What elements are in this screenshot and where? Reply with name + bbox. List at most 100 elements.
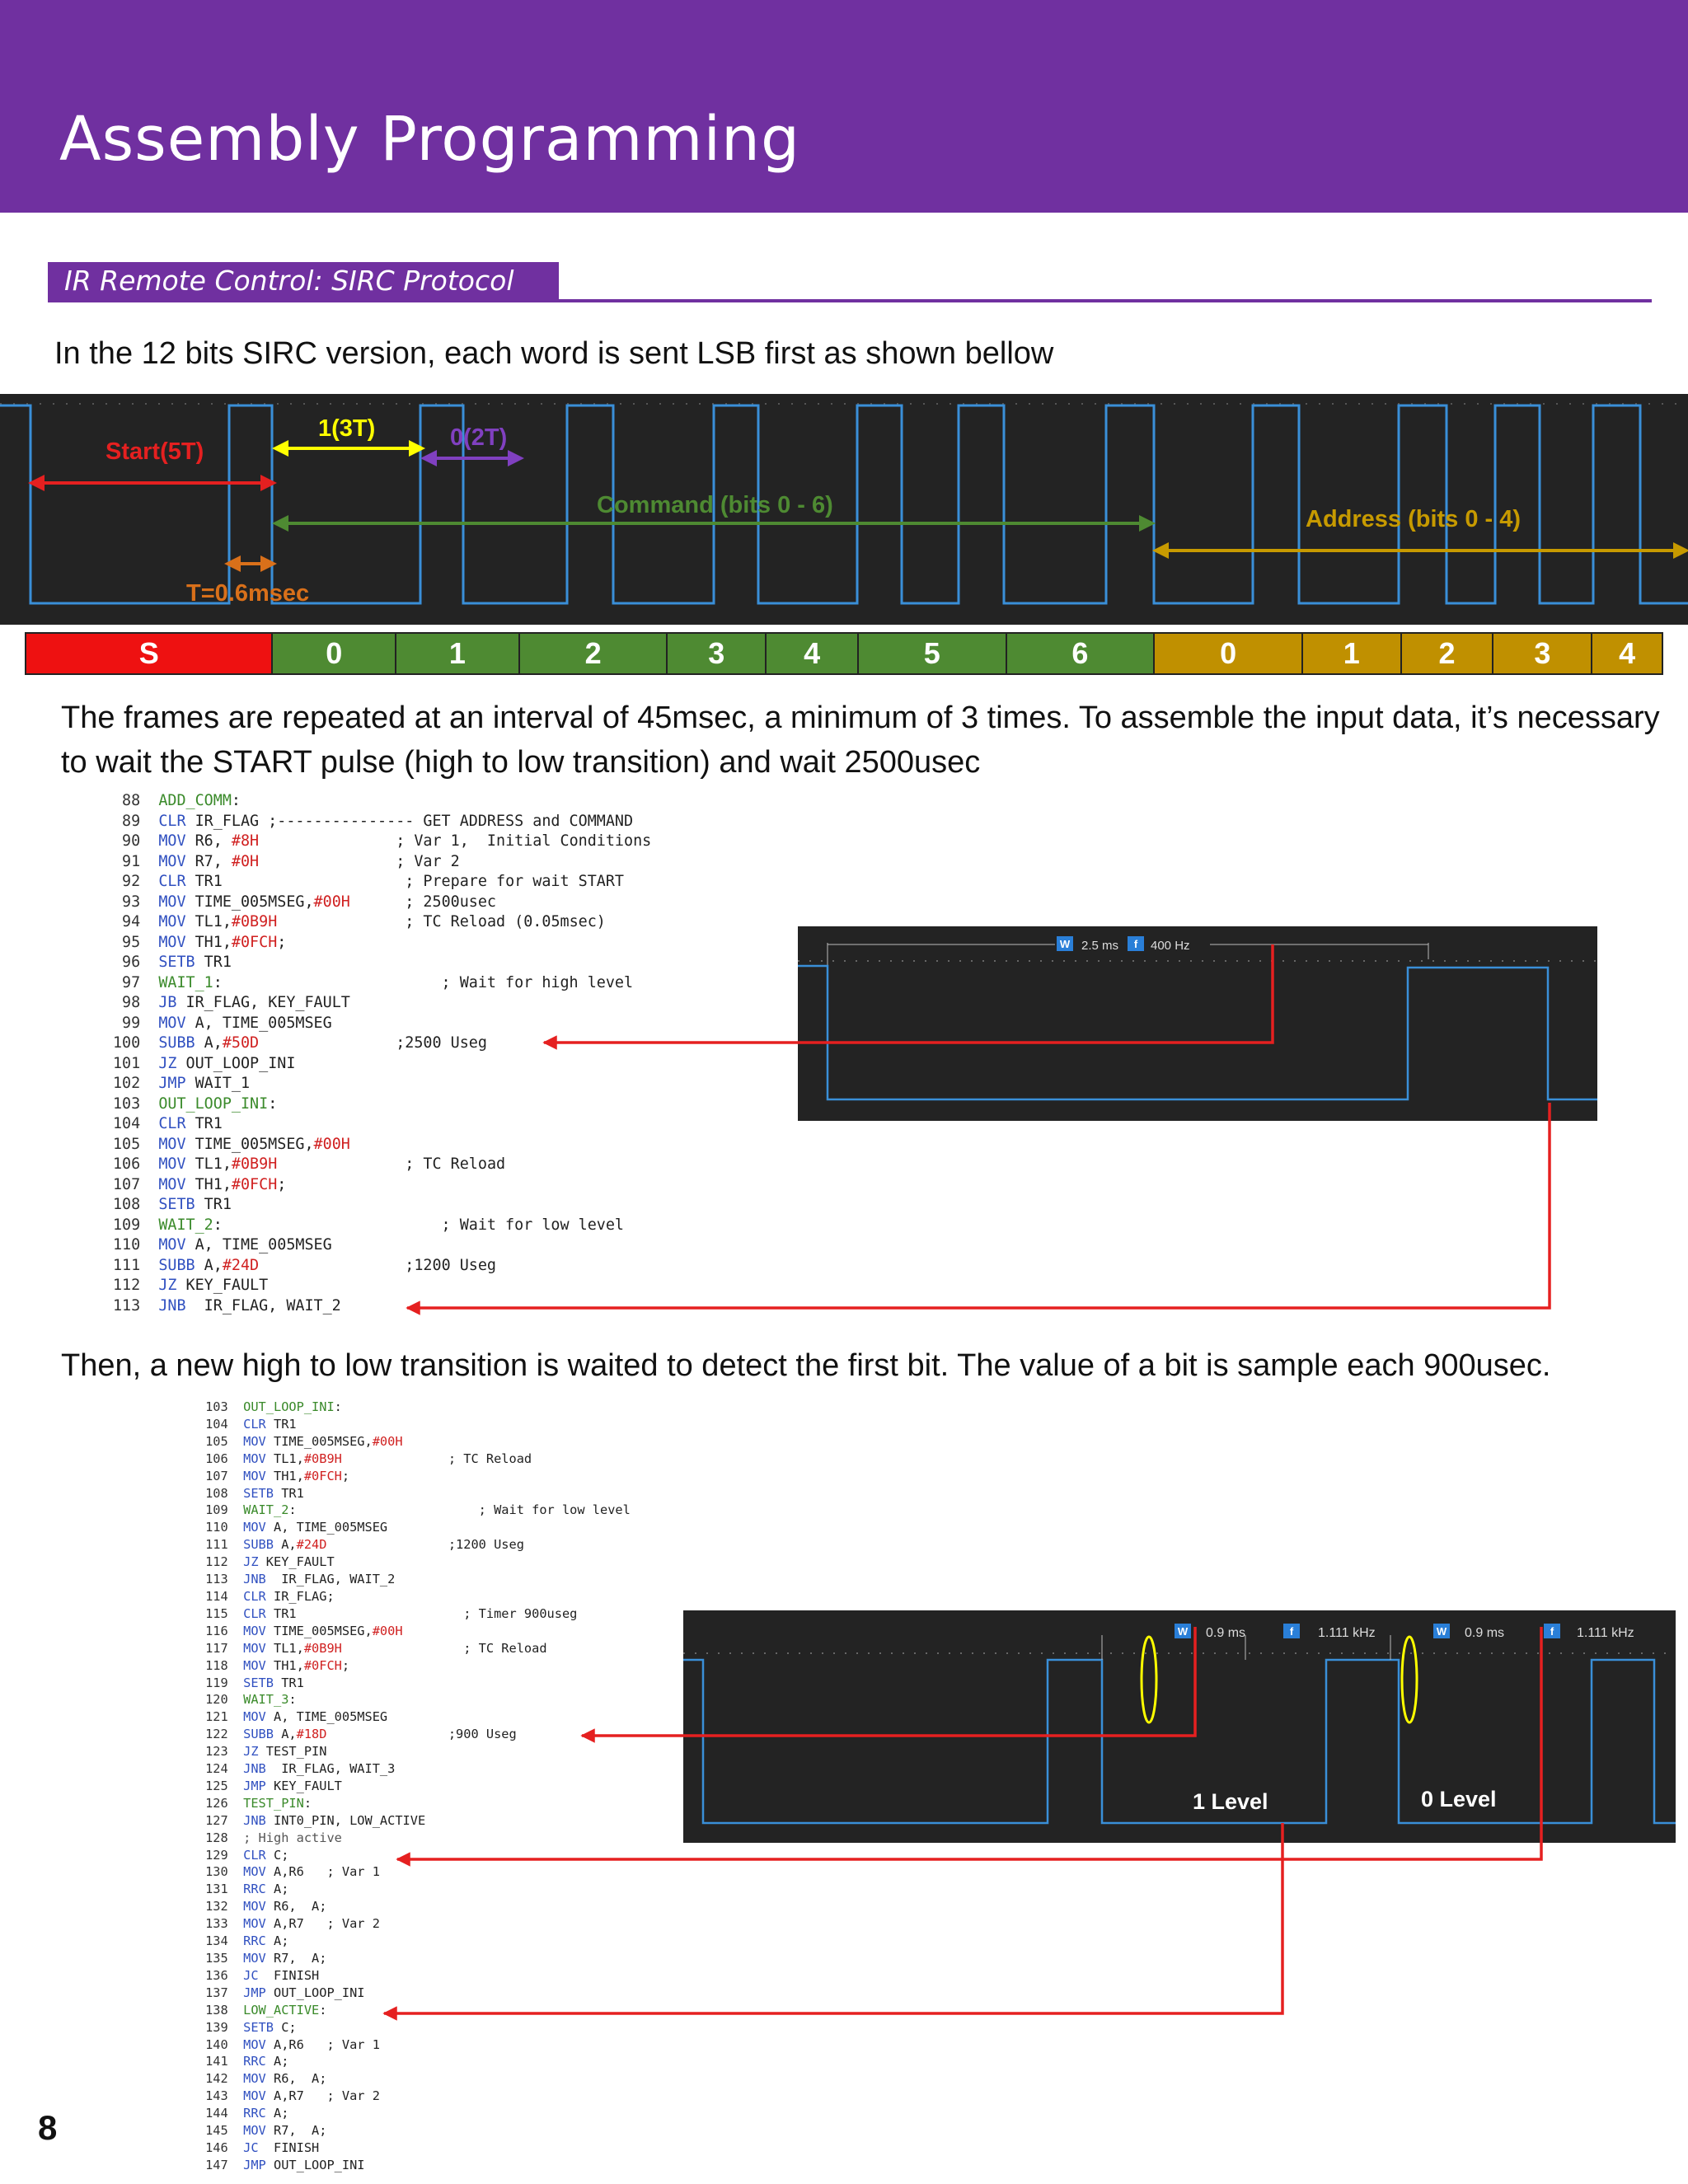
line-number: 116 [205,1623,228,1638]
code-line: 136 JC FINISH [198,1967,631,1985]
code-token: TR1 [185,1115,223,1132]
code-line: 117 MOV TL1,#0B9H ; TC Reload [198,1640,631,1657]
code-token: #24D [296,1537,327,1553]
code-line: 123 JZ TEST_PIN [198,1743,631,1760]
code-token: KEY_FAULT [258,1554,335,1570]
code-line: 144 RRC A; [198,2105,631,2122]
code-token: INT0_PIN, LOW_ACTIVE [265,1812,426,1828]
frequency-value: 400 Hz [1151,939,1190,953]
code-token: SUBB [158,1256,195,1274]
line-number: 93 [122,893,141,911]
code-token: A,R6 ; Var 1 [265,1864,380,1880]
code-token: FINISH [258,1967,320,1983]
code-token: CLR [243,1416,266,1432]
code-token: : [268,1094,278,1113]
code-line: 112 JZ KEY_FAULT [198,1554,631,1571]
code-token: KEY_FAULT [265,1778,342,1793]
code-line: 111 SUBB A,#24D ;1200 Useg [104,1256,651,1277]
line-number: 136 [205,1967,228,1983]
code-token: A; [265,1933,289,1949]
line-number: 104 [112,1115,141,1132]
line-number: 107 [112,1175,141,1193]
line-number: 97 [122,973,141,991]
code-line: 131 RRC A; [198,1881,631,1898]
code-token: TIME_005MSEG, [185,893,314,911]
code-line: 104 CLR TR1 [104,1114,651,1135]
code-line: 95 MOV TH1,#0FCH; [104,933,651,954]
line-number: 123 [205,1744,228,1760]
code-line: 114 CLR IR_FLAG; [198,1588,631,1605]
code-token: JNB [243,1572,266,1587]
line-number: 117 [205,1640,228,1656]
code-token: TIME_005MSEG, [265,1433,373,1449]
code-line: 106 MOV TL1,#0B9H ; TC Reload [198,1451,631,1468]
code-token: CLR [243,1847,266,1863]
code-line: 122 SUBB A,#18D ;900 Useg [198,1726,631,1743]
code-line: 147 JMP OUT_LOOP_INI [198,2157,631,2174]
code-token: ; [341,1468,350,1483]
code-token: SUBB [243,1727,274,1742]
line-number: 139 [205,2019,228,2035]
code-token: TH1, [185,1175,232,1193]
code-token: ; TC Reload [277,1155,506,1173]
code-token: ; 2500usec [349,893,496,911]
section-title: IR Remote Control: SIRC Protocol [48,262,559,300]
bit-cell: 0 [273,634,397,673]
code-token: IR_FLAG; [265,1588,335,1604]
code-listing-bit-sampling: 103 OUT_LOOP_INI: 104 CLR TR1 105 MOV TIME… [198,1399,631,2174]
code-token: A, [195,1256,223,1274]
bit-cell: 1 [396,634,520,673]
code-token: CLR [158,873,186,890]
code-token: RRC [243,2106,266,2121]
code-token: #0B9H [303,1451,342,1466]
code-line: 133 MOV A,R7 ; Var 2 [198,1915,631,1933]
line-number: 119 [205,1675,228,1690]
line-number: 108 [112,1196,141,1213]
code-line: 124 JNB IR_FLAG, WAIT_3 [198,1760,631,1778]
code-token: : [231,792,241,809]
code-line: 132 MOV R6, A; [198,1898,631,1915]
code-token: #0FCH [303,1657,342,1673]
code-line: 108 SETB TR1 [104,1195,651,1216]
code-token: JC [243,2139,259,2155]
code-line: 94 MOV TL1,#0B9H ; TC Reload (0.05msec) [104,912,651,933]
code-token: ;1200 Useg [326,1537,524,1553]
line-number: 94 [122,913,141,930]
bit-cell: 1 [1302,634,1402,673]
code-token: ;2500 Useg [259,1034,487,1052]
line-number: 112 [205,1554,228,1570]
code-line: 135 MOV R7, A; [198,1950,631,1967]
code-line: 137 JMP OUT_LOOP_INI [198,1985,631,2002]
code-token: #0B9H [231,1155,278,1173]
code-line: 111 SUBB A,#24D ;1200 Useg [198,1536,631,1554]
code-line: 110 MOV A, TIME_005MSEG [104,1235,651,1256]
code-line: 102 JMP WAIT_1 [104,1074,651,1094]
line-number: 109 [112,1216,141,1234]
line-number: 115 [205,1605,228,1621]
code-token: CLR [243,1588,266,1604]
start-label: Start(5T) [106,438,204,465]
frequency-badge: f [1134,938,1138,950]
code-token: IR_FLAG ;--------------- GET ADDRESS and… [185,812,634,830]
line-number: 109 [205,1502,228,1518]
code-token: A, TIME_005MSEG [185,1236,332,1254]
code-token: A; [265,2106,289,2121]
line-number: 142 [205,2071,228,2087]
code-token: MOV [243,1451,266,1466]
code-token: JMP [243,2157,266,2172]
code-token: MOV [243,1623,266,1638]
code-line: 125 JMP KEY_FAULT [198,1778,631,1795]
code-token: TR1 [195,1196,232,1213]
code-token: TR1 [265,1605,297,1621]
code-token: MOV [158,1175,186,1193]
code-token: JZ [243,1744,259,1760]
line-number: 146 [205,2139,228,2155]
code-line: 105 MOV TIME_005MSEG,#00H [104,1135,651,1155]
code-token: A, [273,1537,297,1553]
code-line: 145 MOV R7, A; [198,2122,631,2139]
code-line: 108 SETB TR1 [198,1485,631,1502]
code-token: OUT_LOOP_INI [158,1094,269,1113]
line-number: 138 [205,2002,228,2018]
line-number: 140 [205,2036,228,2052]
line-number: 100 [112,1034,141,1052]
